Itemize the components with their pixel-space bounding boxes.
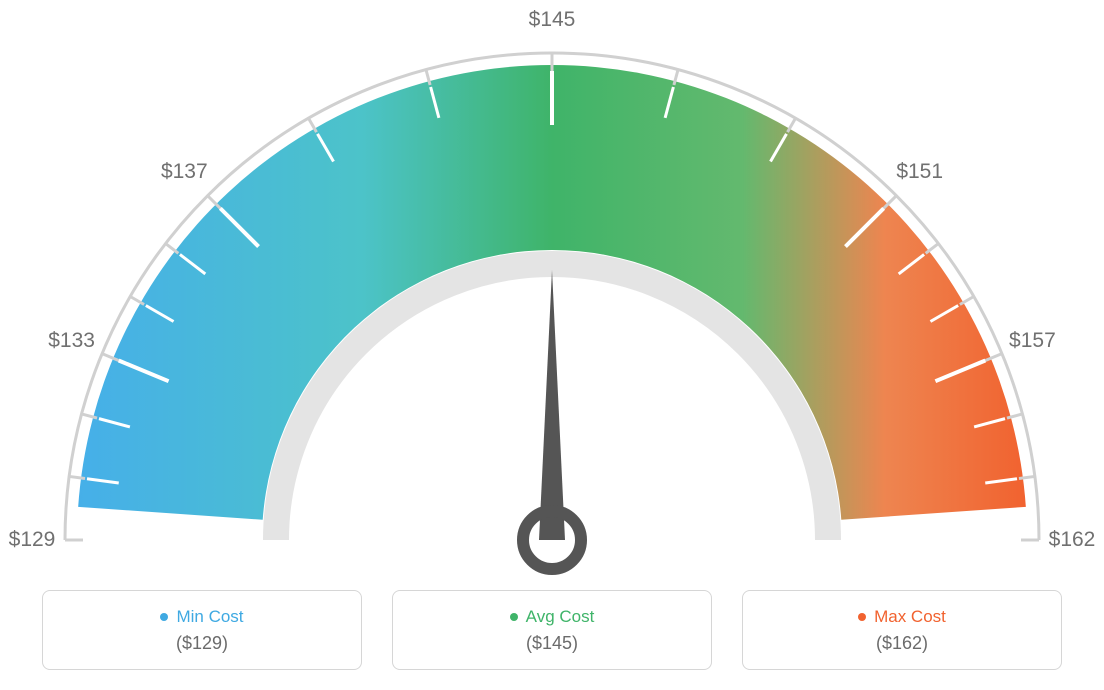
gauge-svg — [0, 0, 1104, 580]
gauge-tick-label: $145 — [529, 8, 576, 32]
avg-cost-dot-icon — [510, 613, 518, 621]
avg-cost-value: ($145) — [526, 633, 578, 654]
avg-cost-header: Avg Cost — [510, 607, 595, 627]
gauge-tick-label: $157 — [1009, 329, 1056, 353]
gauge-tick-label: $162 — [1049, 528, 1096, 552]
gauge-tick-label: $133 — [48, 329, 95, 353]
max-cost-card: Max Cost ($162) — [742, 590, 1062, 670]
min-cost-card: Min Cost ($129) — [42, 590, 362, 670]
avg-cost-label: Avg Cost — [526, 607, 595, 627]
min-cost-value: ($129) — [176, 633, 228, 654]
gauge-tick-label: $129 — [9, 528, 56, 552]
min-cost-header: Min Cost — [160, 607, 243, 627]
min-cost-dot-icon — [160, 613, 168, 621]
summary-cards: Min Cost ($129) Avg Cost ($145) Max Cost… — [42, 590, 1062, 670]
max-cost-value: ($162) — [876, 633, 928, 654]
avg-cost-card: Avg Cost ($145) — [392, 590, 712, 670]
gauge-tick-label: $137 — [161, 160, 208, 184]
max-cost-header: Max Cost — [858, 607, 946, 627]
min-cost-label: Min Cost — [176, 607, 243, 627]
cost-gauge: $129 $133 $137 $145 $151 $157 $162 — [0, 0, 1104, 580]
max-cost-label: Max Cost — [874, 607, 946, 627]
max-cost-dot-icon — [858, 613, 866, 621]
gauge-tick-label: $151 — [896, 160, 943, 184]
